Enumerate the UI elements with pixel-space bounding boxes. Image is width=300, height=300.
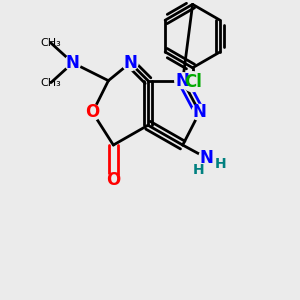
Text: N: N [176, 72, 190, 90]
Circle shape [199, 150, 214, 166]
Text: N: N [123, 54, 137, 72]
Circle shape [175, 73, 190, 88]
Text: H: H [193, 163, 204, 177]
Text: O: O [106, 171, 121, 189]
Text: CH₃: CH₃ [40, 78, 61, 88]
Text: CH₃: CH₃ [40, 38, 61, 48]
Circle shape [85, 104, 101, 120]
Circle shape [65, 55, 81, 71]
Circle shape [183, 72, 202, 92]
Text: H: H [214, 157, 226, 171]
Text: N: N [200, 149, 213, 167]
Circle shape [192, 104, 208, 120]
Circle shape [122, 55, 138, 71]
Text: Cl: Cl [184, 73, 202, 91]
Circle shape [105, 174, 121, 190]
Text: O: O [85, 103, 100, 122]
Text: N: N [193, 103, 206, 122]
Text: N: N [66, 54, 80, 72]
